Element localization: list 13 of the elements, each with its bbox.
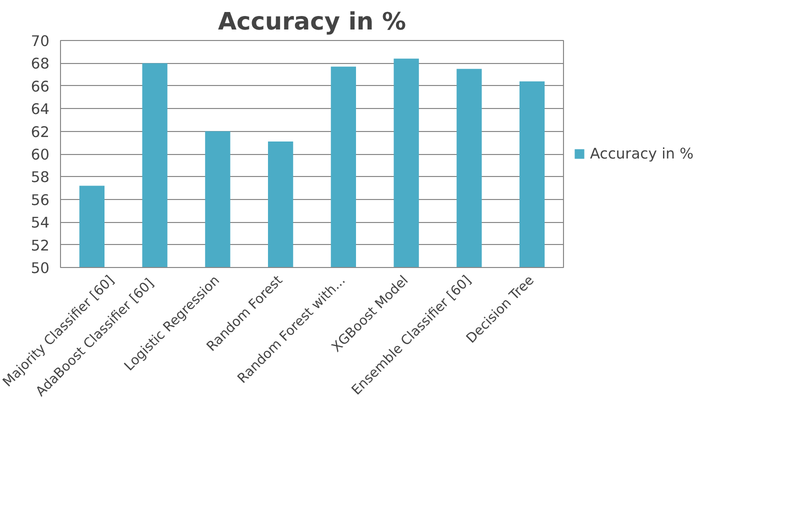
y-tick-label: 70	[30, 33, 50, 50]
chart-title: Accuracy in %	[218, 8, 406, 36]
y-tick-label: 58	[30, 169, 50, 186]
y-tick-label: 54	[30, 214, 50, 232]
y-tick-label: 52	[30, 237, 50, 254]
y-tick-label: 60	[30, 146, 50, 164]
y-tick-label: 64	[30, 101, 50, 118]
y-tick-label: 66	[30, 78, 50, 96]
legend-label: Accuracy in %	[590, 145, 694, 162]
y-tick-label: 50	[30, 260, 50, 277]
y-tick-label: 68	[30, 56, 50, 73]
y-tick-label: 56	[30, 192, 50, 209]
y-tick-label: 62	[30, 124, 50, 141]
